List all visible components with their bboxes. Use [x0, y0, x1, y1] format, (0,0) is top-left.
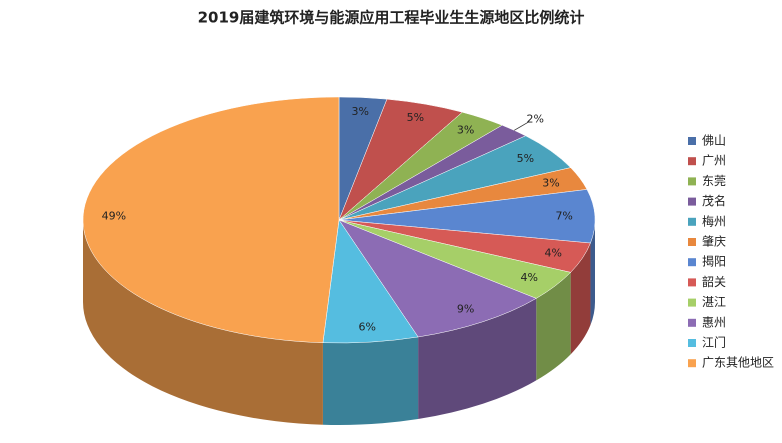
legend-swatch: [688, 258, 696, 267]
legend-swatch: [688, 157, 696, 166]
legend-swatch: [688, 197, 696, 206]
data-label: 3%: [457, 123, 474, 136]
legend-swatch: [688, 339, 696, 347]
data-label: 5%: [407, 111, 424, 124]
data-label: 5%: [517, 152, 534, 165]
legend-label: 湛江: [702, 295, 726, 309]
legend-swatch: [688, 359, 696, 368]
data-label: 2%: [527, 113, 544, 126]
slice-side: [590, 220, 595, 326]
slice-side: [536, 272, 571, 381]
data-label: 49%: [102, 210, 126, 223]
data-label: 3%: [542, 176, 559, 189]
legend-label: 惠州: [702, 315, 726, 329]
data-label: 6%: [359, 320, 376, 333]
chart-title: 2019届建筑环境与能源应用工程毕业生生源地区比例统计: [198, 9, 585, 27]
slice-side: [418, 298, 537, 419]
legend-label: 江门: [702, 335, 726, 350]
legend-label: 广东其他地区: [702, 356, 774, 370]
slice: [338, 189, 596, 244]
data-label: 7%: [555, 210, 572, 223]
slice: [82, 96, 340, 344]
leader-line: [514, 121, 530, 131]
data-label: 4%: [520, 271, 537, 284]
legend-label: 东莞: [702, 174, 726, 188]
slice-side: [322, 336, 419, 426]
slice: [338, 219, 537, 338]
legend-swatch: [688, 217, 696, 226]
legend-label: 韶关: [702, 274, 726, 289]
legend-swatch: [688, 137, 696, 145]
legend-label: 茂名: [702, 193, 726, 208]
legend-label: 肇庆: [702, 234, 726, 249]
data-label: 9%: [457, 303, 474, 316]
legend-label: 佛山: [702, 134, 726, 148]
legend-swatch: [688, 177, 696, 186]
legend-label: 梅州: [702, 213, 726, 228]
legend-swatch: [688, 318, 696, 327]
legend-label: 广州: [702, 154, 726, 168]
legend-swatch: [688, 278, 696, 287]
slice-side: [83, 220, 323, 425]
legend-swatch: [688, 238, 696, 246]
legend-swatch: [688, 298, 696, 307]
legend-label: 揭阳: [702, 254, 726, 269]
data-label: 3%: [351, 105, 368, 118]
slice-side: [570, 243, 591, 355]
data-label: 4%: [545, 246, 562, 259]
